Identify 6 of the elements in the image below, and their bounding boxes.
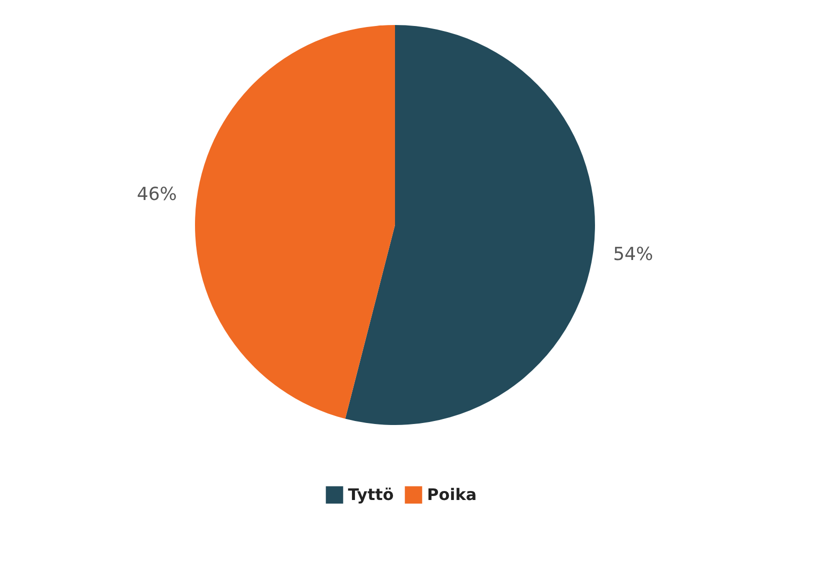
legend-label: Tyttö <box>348 484 394 504</box>
data-label: 54% <box>613 244 654 266</box>
legend-label: Poika <box>427 484 477 504</box>
pie-slice <box>345 25 595 425</box>
data-label: 46% <box>136 184 177 205</box>
pie-slice <box>195 25 395 419</box>
